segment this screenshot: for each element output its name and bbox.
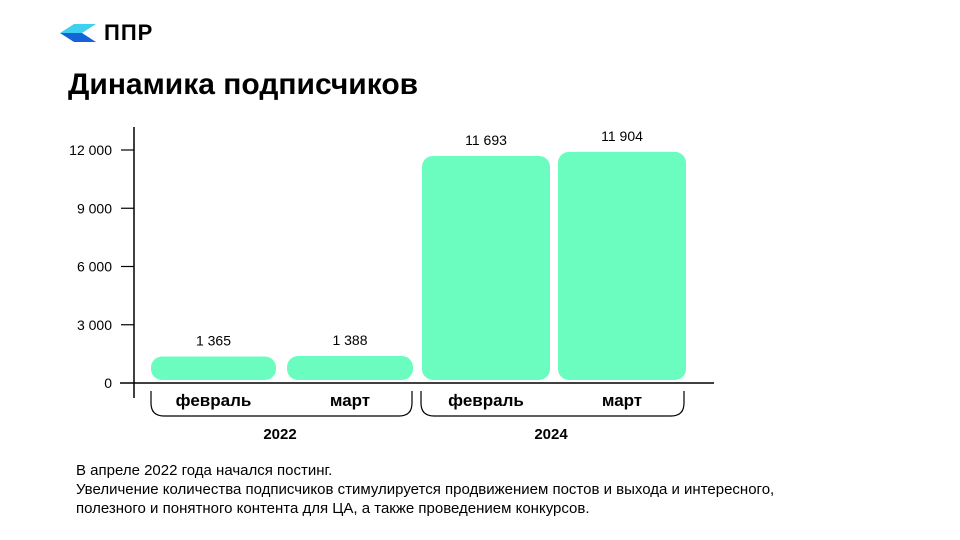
- bar-value-label: 11 693: [465, 132, 507, 148]
- x-category-label: февраль: [176, 391, 252, 410]
- bar-chart: 0 3 000 6 000 9 000 12 000 1 365 февраль 1 388 м…: [69, 127, 714, 443]
- bar: [558, 151, 686, 380]
- page-title: Динамика подписчиков: [68, 68, 419, 101]
- y-tick-label: 3 000: [77, 317, 112, 333]
- note-line: Увеличение количества подписчиков стимул…: [76, 481, 775, 498]
- x-category-label: март: [330, 391, 370, 410]
- group-bracket: [420, 391, 685, 417]
- group-bracket: [150, 391, 413, 417]
- note-line: В апреле 2022 года начался постинг.: [76, 462, 333, 479]
- y-tick-label: 9 000: [77, 200, 112, 216]
- y-tick-label: 0: [104, 375, 112, 391]
- notes: В апреле 2022 года начался постинг. Увел…: [76, 461, 896, 518]
- y-tick-label: 6 000: [77, 259, 112, 275]
- bar: [422, 155, 550, 380]
- y-tick-label: 12 000: [69, 142, 112, 158]
- x-category-label: февраль: [448, 391, 524, 410]
- logo-text: ППР: [104, 20, 154, 45]
- bar: [287, 356, 413, 380]
- bar: [151, 356, 276, 380]
- group-label: 2024: [534, 426, 568, 443]
- bar-value-label: 11 904: [601, 128, 643, 144]
- bar-value-label: 1 388: [332, 332, 367, 348]
- bar-value-label: 1 365: [196, 332, 231, 348]
- brand-logo: ППР: [60, 20, 153, 46]
- diamond-logo-icon: [60, 24, 96, 42]
- x-category-label: март: [602, 391, 642, 410]
- note-line: полезного и понятного контента для ЦА, а…: [76, 500, 590, 517]
- group-label: 2022: [263, 426, 296, 443]
